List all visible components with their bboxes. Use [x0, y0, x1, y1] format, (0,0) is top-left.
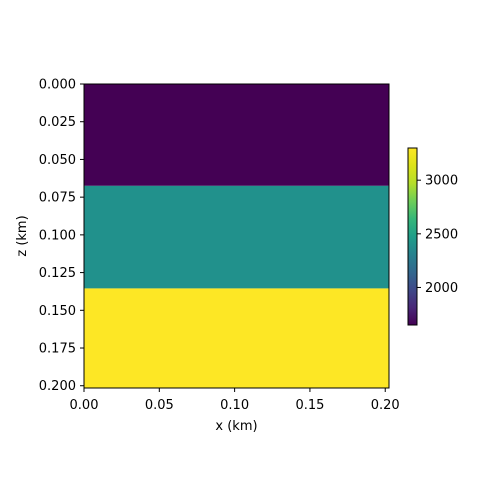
x-tick-label: 0.00: [70, 398, 99, 413]
y-axis-label: z (km): [15, 215, 30, 256]
plot-frame: [83, 83, 390, 389]
y-tick-label: 0.100: [39, 228, 76, 243]
y-axis: 0.000 0.025 0.050 0.075 0.100 0.125 0.150 0.175…: [39, 78, 84, 394]
layer-3: [84, 288, 389, 388]
y-tick-label: 0.000: [39, 78, 76, 93]
colorbar-ticks: 2000 2500 3000: [417, 174, 458, 296]
colorbar: 2000 2500 3000: [407, 147, 458, 326]
y-tick-label: 0.025: [39, 115, 76, 130]
x-tick-label: 0.05: [145, 398, 174, 413]
y-tick-label: 0.200: [39, 379, 76, 394]
colorbar-tick-label: 3000: [425, 174, 458, 189]
x-tick-label: 0.20: [371, 398, 400, 413]
y-tick-label: 0.125: [39, 266, 76, 281]
x-tick-label: 0.10: [220, 398, 249, 413]
x-tick-label: 0.15: [295, 398, 324, 413]
layer-2: [84, 185, 389, 289]
y-tick-label: 0.175: [39, 342, 76, 357]
y-tick-label: 0.075: [39, 191, 76, 206]
y-tick-label: 0.050: [39, 153, 76, 168]
layer-1: [84, 84, 389, 186]
colorbar-tick-label: 2000: [425, 281, 458, 296]
heatmap-layers: [84, 84, 389, 388]
colorbar-tick-label: 2500: [425, 227, 458, 242]
colorbar-gradient: [408, 148, 417, 325]
y-tick-label: 0.150: [39, 304, 76, 319]
colorbar-frame: [407, 147, 418, 326]
x-axis-label: x (km): [215, 419, 257, 434]
x-axis: 0.00 0.05 0.10 0.15 0.20: [70, 388, 400, 413]
